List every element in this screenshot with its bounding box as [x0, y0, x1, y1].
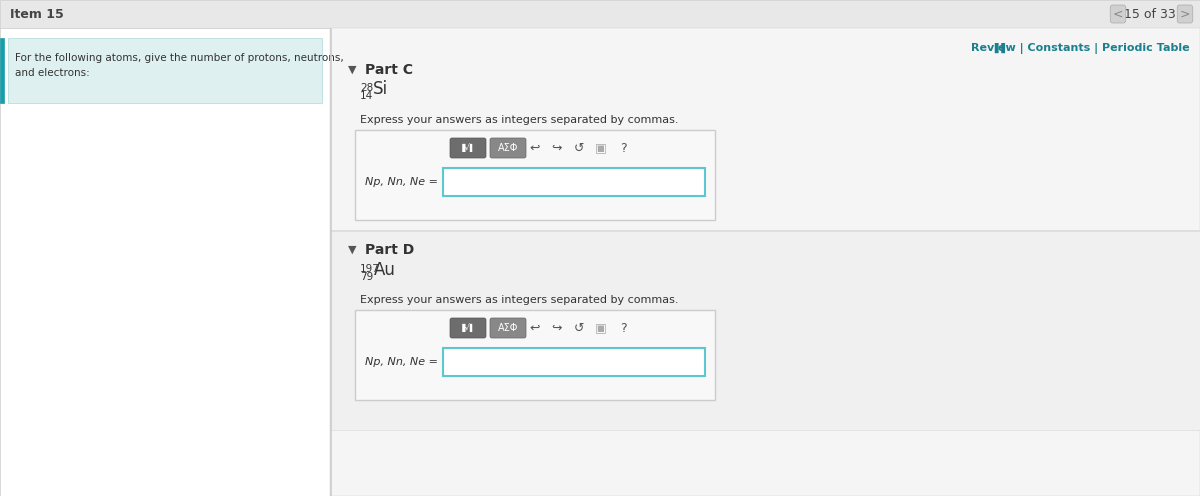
- Text: ▐▐: ▐▐: [990, 43, 1006, 53]
- Text: 14: 14: [360, 91, 373, 101]
- Bar: [330, 230, 1200, 430]
- Text: Part C: Part C: [365, 63, 413, 77]
- Bar: [355, 310, 715, 400]
- Bar: [0, 38, 4, 103]
- Text: ΑΣΦ: ΑΣΦ: [498, 143, 518, 153]
- Text: Express your answers as integers separated by commas.: Express your answers as integers separat…: [360, 295, 678, 305]
- Text: Si: Si: [373, 80, 388, 98]
- FancyBboxPatch shape: [450, 318, 486, 338]
- FancyBboxPatch shape: [490, 318, 526, 338]
- Text: >: >: [1180, 7, 1190, 20]
- Bar: [330, 230, 1200, 231]
- Bar: [0, 28, 330, 496]
- Text: ↺: ↺: [574, 141, 584, 154]
- Text: Item 15: Item 15: [10, 7, 64, 20]
- Text: Express your answers as integers separated by commas.: Express your answers as integers separat…: [360, 115, 678, 125]
- Text: Review | Constants | Periodic Table: Review | Constants | Periodic Table: [971, 43, 1190, 54]
- Text: For the following atoms, give the number of protons, neutrons,: For the following atoms, give the number…: [14, 53, 343, 63]
- Text: ↩: ↩: [529, 141, 540, 154]
- Text: ▣: ▣: [595, 321, 607, 334]
- Text: ▐√▍: ▐√▍: [458, 143, 478, 152]
- FancyBboxPatch shape: [450, 138, 486, 158]
- Text: ↺: ↺: [574, 321, 584, 334]
- Text: ΑΣΦ: ΑΣΦ: [498, 323, 518, 333]
- Text: ▐√▍: ▐√▍: [458, 323, 478, 332]
- Text: <: <: [1112, 7, 1123, 20]
- Bar: [330, 28, 1200, 496]
- Text: ↩: ↩: [529, 321, 540, 334]
- Text: ↪: ↪: [552, 141, 563, 154]
- Text: ↪: ↪: [552, 321, 563, 334]
- Text: 79: 79: [360, 272, 373, 282]
- Text: Au: Au: [374, 261, 396, 279]
- Text: 28: 28: [360, 83, 373, 93]
- Bar: [8, 38, 322, 103]
- Text: Part D: Part D: [365, 243, 414, 257]
- Bar: [443, 348, 706, 376]
- Text: ▣: ▣: [595, 141, 607, 154]
- Text: ▼: ▼: [348, 65, 356, 75]
- Text: Np, Nn, Ne =: Np, Nn, Ne =: [365, 357, 438, 367]
- Bar: [0, 0, 1200, 28]
- Text: ?: ?: [619, 321, 626, 334]
- Text: Np, Nn, Ne =: Np, Nn, Ne =: [365, 177, 438, 187]
- FancyBboxPatch shape: [490, 138, 526, 158]
- Text: 15 of 33: 15 of 33: [1124, 7, 1176, 20]
- Text: ?: ?: [619, 141, 626, 154]
- Text: 197: 197: [360, 264, 380, 274]
- Text: and electrons:: and electrons:: [14, 68, 90, 78]
- Text: ▼: ▼: [348, 245, 356, 255]
- Bar: [355, 130, 715, 220]
- Bar: [443, 168, 706, 196]
